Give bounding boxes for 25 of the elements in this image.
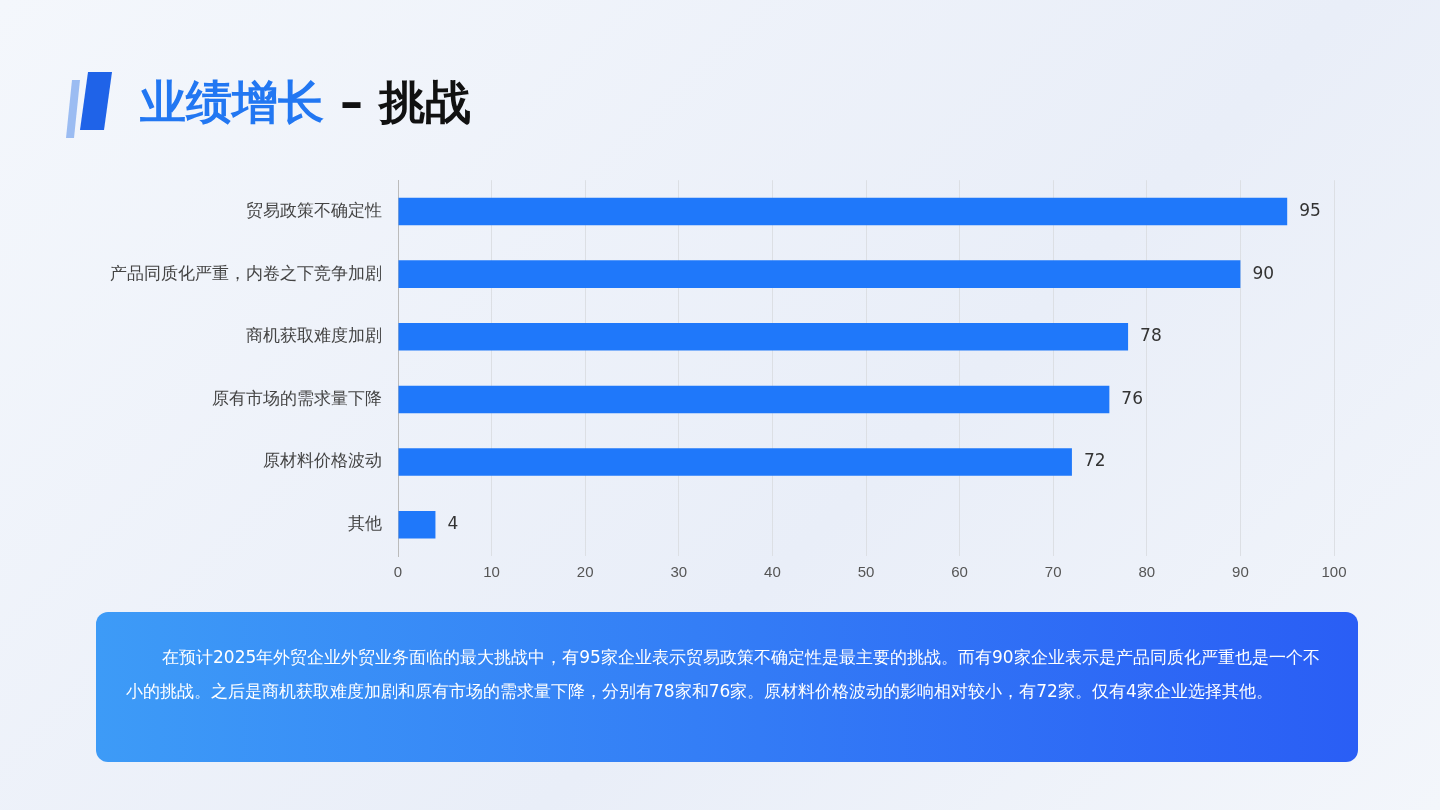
x-tick-label: 100 xyxy=(1321,563,1347,581)
y-tick-label: 原有市场的需求量下降 xyxy=(212,387,382,408)
x-tick-label: 90 xyxy=(1232,563,1249,581)
text: 在预计2025年外贸企业外贸业务面临的最大挑战中，有95家企业表示贸易政策不确定性是最主要的挑战。而有90家企业表示是产品同质化严重也是一个不小的挑战。之后是商机获取难度加剧和原有市场的需求量下降，分别有78家和76家。原材料价格波动的影响相对较小，有72家。仅有4家企业选择其他。 xyxy=(96,612,1358,762)
data-label: 72 xyxy=(1083,450,1106,471)
chart-title: 业绩增长 – 挑战 xyxy=(140,74,472,131)
y-tick-label: 原材料价格波动 xyxy=(263,450,382,471)
x-tick-label: 50 xyxy=(857,563,875,581)
x-tick-label: 0 xyxy=(393,563,403,581)
x-tick-label: 20 xyxy=(576,563,594,581)
y-tick-label: 商机获取难度加剧 xyxy=(246,325,382,346)
x-tick-label: 30 xyxy=(670,563,688,581)
y-tick-label: 产品同质化严重，内卷之下竞争加剧 xyxy=(110,262,382,283)
data-label: 78 xyxy=(1140,325,1162,346)
data-label: 90 xyxy=(1252,262,1275,283)
x-tick-label: 10 xyxy=(483,563,500,581)
y-tick-label: 其他 xyxy=(348,513,382,534)
y-tick-label: 贸易政策不确定性 xyxy=(246,199,382,220)
x-tick-label: 40 xyxy=(764,563,781,581)
data-label: 4 xyxy=(447,513,459,534)
data-label: 95 xyxy=(1299,199,1321,220)
x-tick-label: 80 xyxy=(1138,563,1156,581)
data-label: 76 xyxy=(1121,387,1143,408)
x-tick-label: 70 xyxy=(1044,563,1062,581)
x-tick-label: 60 xyxy=(951,563,968,581)
